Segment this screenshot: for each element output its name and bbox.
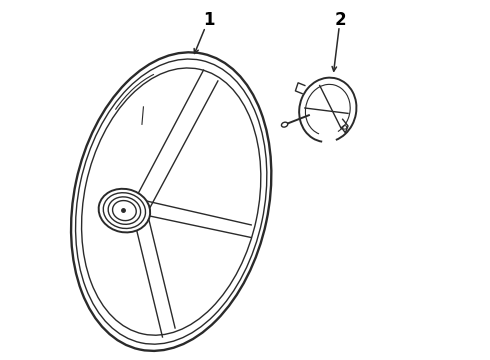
Text: 1: 1 [203, 11, 215, 29]
Ellipse shape [281, 122, 288, 127]
Text: 2: 2 [335, 11, 346, 29]
Ellipse shape [98, 189, 150, 233]
